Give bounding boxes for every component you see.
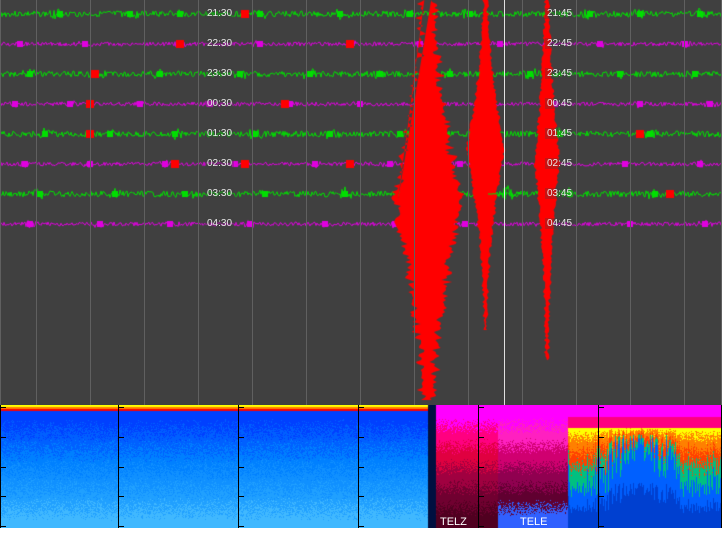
spectrogram-ytick — [119, 467, 124, 468]
spectrogram-channel-label: TELZ — [440, 516, 467, 528]
grid-line — [36, 0, 37, 405]
time-label-right: 03:45 — [545, 188, 574, 199]
grid-line — [198, 0, 199, 405]
spectrogram-ytick — [1, 526, 6, 527]
spectrogram-ytick — [239, 407, 244, 408]
spectrogram-ytick — [119, 526, 124, 527]
spectrogram-ytick — [359, 437, 364, 438]
time-label-right: 04:45 — [545, 218, 574, 229]
grid-line — [522, 0, 523, 405]
spectrogram-ytick — [239, 496, 244, 497]
spectrogram-channel-label: TELE — [520, 516, 548, 528]
spectrogram-ytick — [119, 407, 124, 408]
spectrogram-ytick — [359, 526, 364, 527]
spectrogram-panel[interactable]: TELZ TELE — [0, 405, 722, 538]
spectrogram-time-axis — [0, 528, 722, 538]
grid-line — [306, 0, 307, 405]
grid-line — [414, 0, 415, 405]
time-label-right: 22:45 — [545, 38, 574, 49]
time-label-left: 03:30 — [205, 188, 234, 199]
time-label-left: 21:30 — [205, 8, 234, 19]
time-label-left: 02:30 — [205, 158, 234, 169]
time-label-right: 21:45 — [545, 8, 574, 19]
grid-line — [144, 0, 145, 405]
grid-line — [360, 0, 361, 405]
time-label-left: 04:30 — [205, 218, 234, 229]
grid-line — [252, 0, 253, 405]
time-label-left: 00:30 — [205, 98, 234, 109]
grid-line — [576, 0, 577, 405]
spectrogram-ytick — [1, 496, 6, 497]
time-label-left: 23:30 — [205, 68, 234, 79]
grid-line — [630, 0, 631, 405]
spectrogram-ytick — [359, 467, 364, 468]
spectrogram-ytick — [239, 467, 244, 468]
spectrogram-ytick — [239, 526, 244, 527]
helicorder-canvas — [0, 0, 722, 405]
spectrogram-ytick — [479, 496, 484, 497]
hour-divider — [504, 0, 505, 405]
spectrogram-ytick — [479, 437, 484, 438]
grid-line — [684, 0, 685, 405]
time-label-right: 00:45 — [545, 98, 574, 109]
spectrogram-ytick — [119, 437, 124, 438]
spectrogram-ytick — [1, 467, 6, 468]
helicorder-panel[interactable]: 21:30 21:45 22:30 22:45 23:30 23:45 00:30 00:45… — [0, 0, 722, 405]
spectrogram-ytick — [599, 526, 604, 527]
spectrogram-ytick — [479, 526, 484, 527]
spectrogram-ytick — [239, 437, 244, 438]
spectrogram-ytick — [1, 437, 6, 438]
spectrogram-ytick — [599, 407, 604, 408]
spectrogram-ytick — [479, 467, 484, 468]
spectrogram-ytick — [359, 496, 364, 497]
spectrogram-ytick — [119, 496, 124, 497]
spectrogram-ytick — [599, 437, 604, 438]
time-label-right: 02:45 — [545, 158, 574, 169]
time-label-right: 23:45 — [545, 68, 574, 79]
spectrogram-ytick — [479, 407, 484, 408]
time-label-left: 22:30 — [205, 38, 234, 49]
time-label-right: 01:45 — [545, 128, 574, 139]
spectrogram-ytick — [599, 467, 604, 468]
time-label-left: 01:30 — [205, 128, 234, 139]
grid-line — [0, 0, 1, 405]
grid-line — [90, 0, 91, 405]
spectrogram-ytick — [359, 407, 364, 408]
grid-line — [468, 0, 469, 405]
spectrogram-ytick — [599, 496, 604, 497]
spectrogram-ytick — [1, 407, 6, 408]
